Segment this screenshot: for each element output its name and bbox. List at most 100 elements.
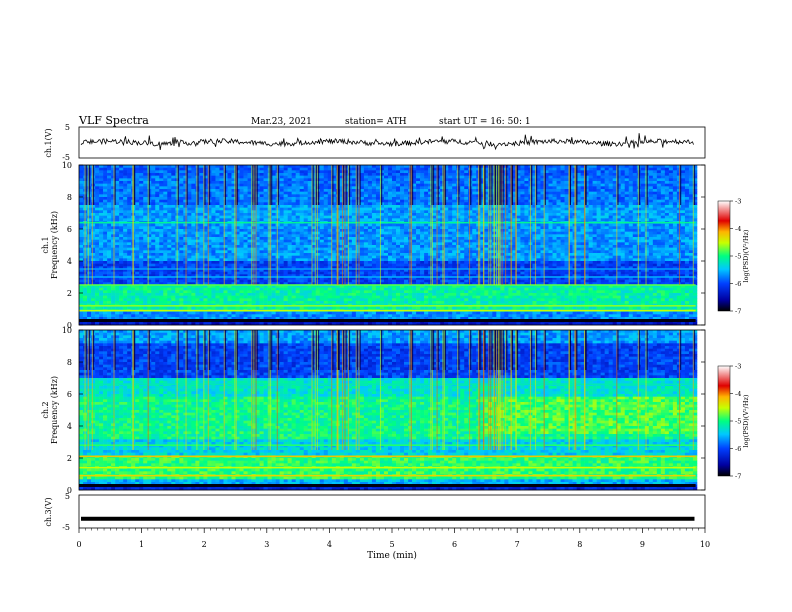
spectrogram-cell <box>379 234 385 238</box>
spectrogram-cell <box>91 210 96 214</box>
spectrogram-cell <box>179 245 184 248</box>
spectrogram-cell <box>127 295 132 299</box>
spectrogram-cell <box>379 245 385 248</box>
spectrogram-cell <box>339 322 345 326</box>
spectrogram-cell <box>392 282 397 286</box>
spectrogram-cell <box>235 245 240 248</box>
spectrogram-cell <box>123 298 128 302</box>
spectrogram-cell <box>255 295 260 299</box>
spectrogram-cell <box>127 271 132 275</box>
spectrogram-cell <box>183 229 188 232</box>
spectrogram-cell <box>263 250 268 254</box>
spectrogram-cell <box>367 239 373 243</box>
spectrogram-cell <box>215 170 220 174</box>
spectrogram-cell <box>99 197 104 200</box>
spectrogram-cell <box>408 293 413 296</box>
spectrogram-cell <box>167 210 172 214</box>
spectrogram-cell <box>187 223 192 227</box>
spectrogram-cell <box>199 229 204 232</box>
spectrogram-cell <box>239 189 244 192</box>
spectrogram-cell <box>135 242 140 246</box>
spectrogram-cell <box>111 306 116 310</box>
spectrogram-cell <box>243 301 248 304</box>
spectrogram-cell <box>95 263 100 267</box>
spectrogram-cell <box>163 173 168 176</box>
spectrogram-cell <box>163 290 168 294</box>
spectrogram-cell <box>159 191 164 195</box>
spectrogram-cell <box>99 223 104 227</box>
spectrogram-cell <box>103 306 108 310</box>
spectrogram-cell <box>163 199 168 203</box>
spectrogram-cell <box>135 210 140 214</box>
ch1-waveform-panel: 5 -5 ch.1(V) <box>44 123 706 162</box>
spectrogram-cell <box>351 170 357 174</box>
spectrogram-cell <box>111 253 116 256</box>
spectrogram-cell <box>299 237 305 240</box>
spectrogram-cell <box>323 199 329 203</box>
spectrogram-cell <box>307 311 313 315</box>
spectrogram-cell <box>343 269 349 272</box>
spectrogram-cell <box>99 170 104 174</box>
spectrogram-cell <box>111 167 116 171</box>
spectrogram-cell <box>159 223 164 227</box>
spectrogram-cell <box>163 207 168 211</box>
spectrogram-cell <box>111 183 116 187</box>
spectrogram-cell <box>311 210 317 214</box>
spectrogram-cell <box>227 223 232 227</box>
spectrogram-cell <box>363 266 369 270</box>
spectrogram-cell <box>211 234 216 238</box>
spectrogram-cell <box>383 250 389 254</box>
spectrogram-cell <box>396 295 401 299</box>
spectrogram-cell <box>319 293 325 296</box>
spectrogram-cell <box>404 175 409 179</box>
spectrogram-cell <box>279 258 284 262</box>
spectrogram-cell <box>179 215 184 219</box>
spectrogram-cell <box>151 173 156 176</box>
spectrogram-cell <box>183 237 188 240</box>
spectrogram-cell <box>351 186 357 190</box>
spectrogram-cell <box>323 226 329 230</box>
spectrogram-cell <box>299 202 305 206</box>
spectrogram-cell <box>303 234 309 238</box>
spectrogram-cell <box>363 242 369 246</box>
spectrogram-cell <box>123 226 128 230</box>
spectrogram-cell <box>347 218 353 222</box>
spectrogram-cell <box>143 258 148 262</box>
spectrogram-cell <box>123 301 128 304</box>
spectrogram-cell <box>95 301 100 304</box>
spectrogram-cell <box>203 311 208 315</box>
spectrogram-cell <box>243 250 248 254</box>
spectrogram-cell <box>211 282 216 286</box>
spectrogram-cell <box>311 293 317 296</box>
spectrogram-cell <box>91 215 96 219</box>
spectrogram-cell <box>147 269 152 272</box>
spectrogram-cell <box>279 202 284 206</box>
spectrogram-cell <box>323 202 329 206</box>
spectrogram-cell <box>127 173 132 176</box>
spectrogram-cell <box>311 266 317 270</box>
spectrogram-cell <box>159 186 164 190</box>
spectrogram-cell <box>327 205 333 208</box>
spectrogram-cell <box>287 247 292 251</box>
spectrogram-cell <box>271 167 276 171</box>
spectrogram-cell <box>95 293 100 296</box>
spectrogram-cell <box>79 285 84 288</box>
spectrogram-cell <box>283 311 288 315</box>
spectrogram-cell <box>231 295 236 299</box>
spectrogram-cell <box>159 263 164 267</box>
spectrogram-cell <box>107 175 112 179</box>
spectrogram-cell <box>255 301 260 304</box>
spectrogram-cell <box>187 250 192 254</box>
spectrogram-cell <box>363 202 369 206</box>
spectrogram-cell <box>392 237 397 240</box>
spectrogram-cell <box>159 237 164 240</box>
spectrogram-cell <box>367 210 373 214</box>
spectrogram-cell <box>392 250 397 254</box>
spectrogram-cell <box>323 253 329 256</box>
spectrogram-cell <box>383 237 389 240</box>
spectrogram-cell <box>171 191 176 195</box>
spectrogram-cell <box>167 282 172 286</box>
spectrogram-cell <box>99 165 104 168</box>
spectrogram-cell <box>347 245 353 248</box>
spectrogram-cell <box>291 165 296 168</box>
